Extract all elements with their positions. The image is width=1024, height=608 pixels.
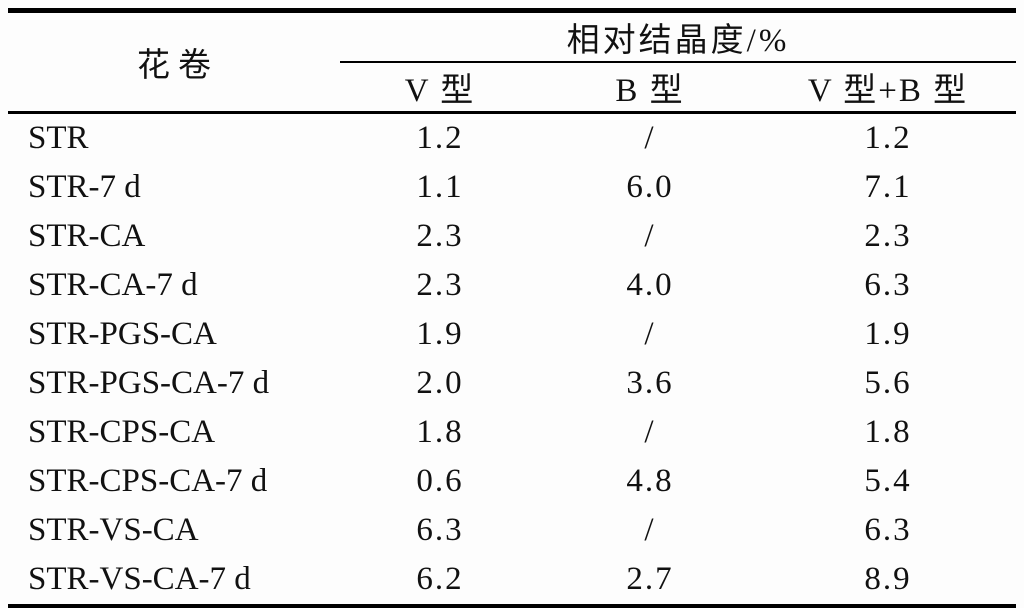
table-row: STR-CA 2.3 / 2.3 xyxy=(8,212,1016,261)
sample-label: STR-CPS-CA xyxy=(28,414,216,450)
sub-header-row: V 型 B 型 V 型+B 型 xyxy=(8,62,1016,114)
sample-label: STR-7 d xyxy=(28,169,141,205)
b-type-value: 4.0 xyxy=(626,267,674,303)
b-type-value: 6.0 xyxy=(626,169,674,205)
relative-crystallinity-table: 花卷 相对结晶度/% V 型 B 型 V 型+B 型 STR 1.2 / 1.2… xyxy=(8,8,1016,608)
v-plus-b-value: 6.3 xyxy=(864,267,912,303)
b-type-value: / xyxy=(644,120,656,156)
table-row: STR-CPS-CA-7 d 0.6 4.8 5.4 xyxy=(8,457,1016,506)
v-plus-b-value: 8.9 xyxy=(864,561,912,597)
sample-label: STR-CPS-CA-7 d xyxy=(28,463,268,499)
v-plus-b-value: 1.2 xyxy=(864,120,912,156)
sample-label: STR-VS-CA xyxy=(28,512,199,548)
v-plus-b-value: 2.3 xyxy=(864,218,912,254)
table-row: STR-PGS-CA-7 d 2.0 3.6 5.6 xyxy=(8,359,1016,408)
v-type-value: 2.3 xyxy=(416,267,464,303)
table-header: 花卷 相对结晶度/% V 型 B 型 V 型+B 型 xyxy=(8,10,1016,114)
sample-label: STR xyxy=(28,120,89,156)
v-plus-b-value: 5.6 xyxy=(864,365,912,401)
v-plus-b-value: 6.3 xyxy=(864,512,912,548)
b-type-value: / xyxy=(644,218,656,254)
v-plus-b-value: 1.8 xyxy=(864,414,912,450)
column-header-v-type: V 型 xyxy=(340,62,540,114)
table-body: STR 1.2 / 1.2 STR-7 d 1.1 6.0 7.1 STR-CA… xyxy=(8,113,1016,607)
group-header-relative-crystallinity: 相对结晶度/% xyxy=(340,10,1016,63)
column-header-v-plus-b-type: V 型+B 型 xyxy=(760,62,1016,114)
table-row: STR-VS-CA 6.3 / 6.3 xyxy=(8,506,1016,555)
sample-label: STR-PGS-CA-7 d xyxy=(28,365,270,401)
sample-label: STR-VS-CA-7 d xyxy=(28,561,251,597)
b-type-value: 3.6 xyxy=(626,365,674,401)
v-type-value: 0.6 xyxy=(416,463,464,499)
v-plus-b-value: 7.1 xyxy=(864,169,912,205)
v-plus-b-value: 1.9 xyxy=(864,316,912,352)
table-row: STR-7 d 1.1 6.0 7.1 xyxy=(8,163,1016,212)
v-type-value: 1.1 xyxy=(416,169,464,205)
v-type-value: 2.0 xyxy=(416,365,464,401)
b-type-value: / xyxy=(644,512,656,548)
b-type-value: / xyxy=(644,316,656,352)
sample-label: STR-CA xyxy=(28,218,146,254)
v-type-value: 6.2 xyxy=(416,561,464,597)
v-plus-b-value: 5.4 xyxy=(864,463,912,499)
table-row: STR-CPS-CA 1.8 / 1.8 xyxy=(8,408,1016,457)
sample-label: STR-PGS-CA xyxy=(28,316,217,352)
v-type-value: 6.3 xyxy=(416,512,464,548)
v-type-value: 2.3 xyxy=(416,218,464,254)
column-header-sample: 花卷 xyxy=(8,10,340,114)
group-header-row: 花卷 相对结晶度/% xyxy=(8,10,1016,114)
v-type-value: 1.2 xyxy=(416,120,464,156)
table-row: STR 1.2 / 1.2 xyxy=(8,113,1016,164)
table-row: STR-VS-CA-7 d 6.2 2.7 8.9 xyxy=(8,555,1016,607)
b-type-value: 2.7 xyxy=(626,561,674,597)
v-type-value: 1.8 xyxy=(416,414,464,450)
v-type-value: 1.9 xyxy=(416,316,464,352)
table-row: STR-PGS-CA 1.9 / 1.9 xyxy=(8,310,1016,359)
b-type-value: / xyxy=(644,414,656,450)
table-row: STR-CA-7 d 2.3 4.0 6.3 xyxy=(8,261,1016,310)
b-type-value: 4.8 xyxy=(626,463,674,499)
column-header-b-type: B 型 xyxy=(540,62,760,114)
sample-label: STR-CA-7 d xyxy=(28,267,198,303)
